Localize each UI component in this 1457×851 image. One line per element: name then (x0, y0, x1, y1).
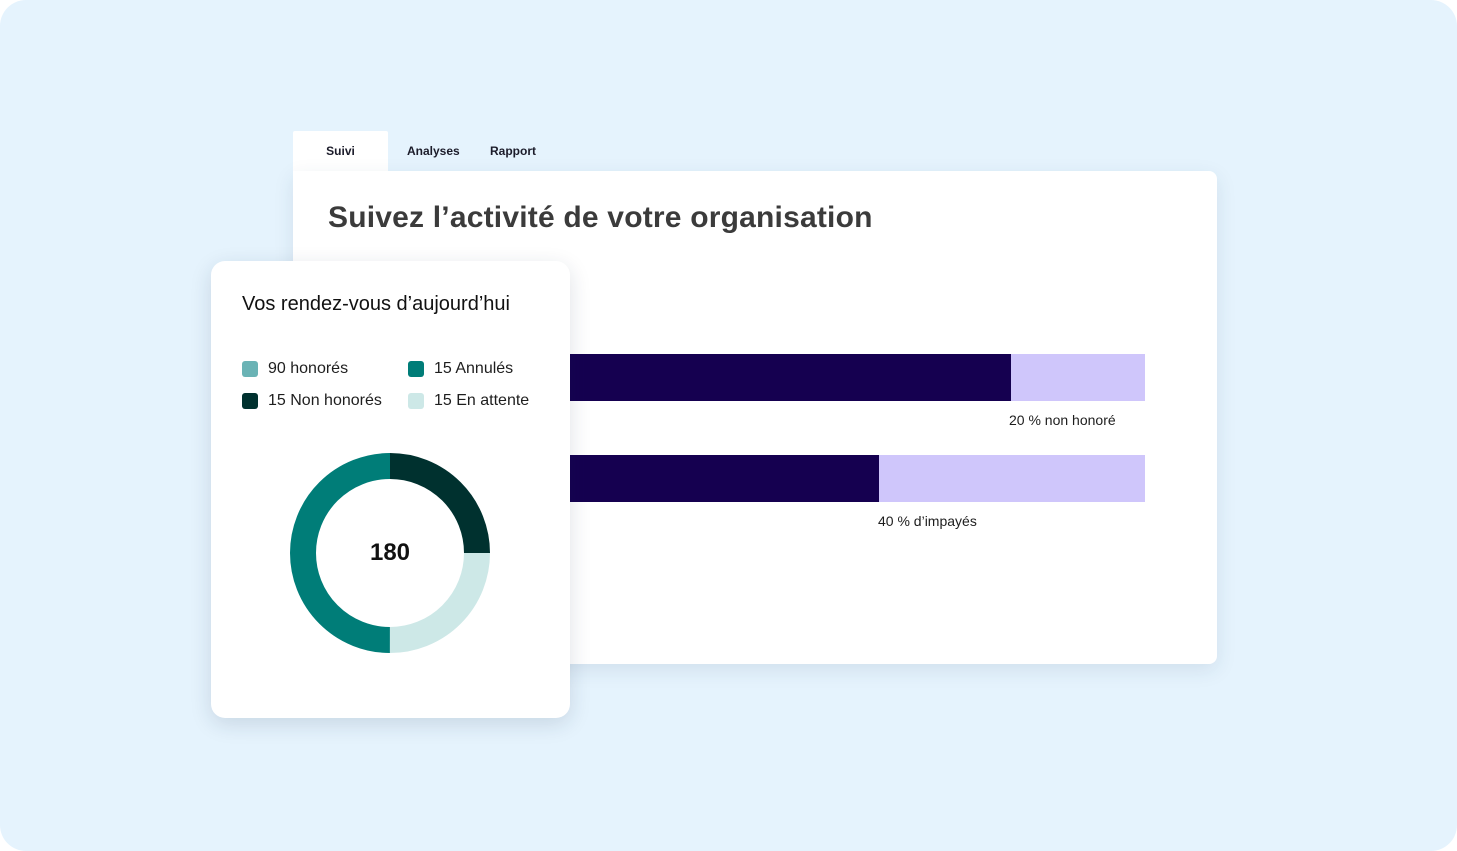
page-title: Suivez l’activité de votre organisation (328, 201, 873, 234)
legend-item-honores: 90 honorés (242, 360, 348, 378)
bar-segment-rest (878, 455, 1145, 502)
legend-item-non-honores: 15 Non honorés (242, 392, 382, 410)
bar-segment-rest (1010, 354, 1145, 401)
legend-label: 90 honorés (268, 360, 349, 377)
bar-label-impayes: 40 % d’impayés (878, 513, 977, 529)
bar-label-non-honore: 20 % non honoré (1009, 412, 1116, 428)
legend-swatch (242, 393, 258, 409)
legend-swatch (408, 361, 424, 377)
progress-bar-impayes (483, 455, 1145, 502)
legend-swatch (408, 393, 424, 409)
card-title: Vos rendez-vous d’aujourd’hui (242, 293, 510, 315)
donut-slice-en-attente (290, 453, 490, 653)
bar-segment-main (483, 354, 1011, 401)
legend-swatch (242, 361, 258, 377)
legend-item-en-attente: 15 En attente (408, 392, 529, 410)
donut-slice-annulés (290, 453, 490, 653)
legend-label: 15 En attente (434, 392, 530, 409)
appointments-card: Vos rendez-vous d’aujourd’hui 90 honorés… (211, 261, 570, 718)
donut-chart (290, 453, 490, 653)
progress-bar-non-honore (483, 354, 1145, 401)
tab-rapport[interactable]: Rapport (490, 144, 536, 158)
tab-suivi[interactable]: Suivi (293, 131, 388, 171)
tab-analyses[interactable]: Analyses (407, 144, 460, 158)
legend-item-annules: 15 Annulés (408, 360, 513, 378)
legend-label: 15 Annulés (434, 360, 514, 377)
legend-label: 15 Non honorés (268, 392, 382, 409)
